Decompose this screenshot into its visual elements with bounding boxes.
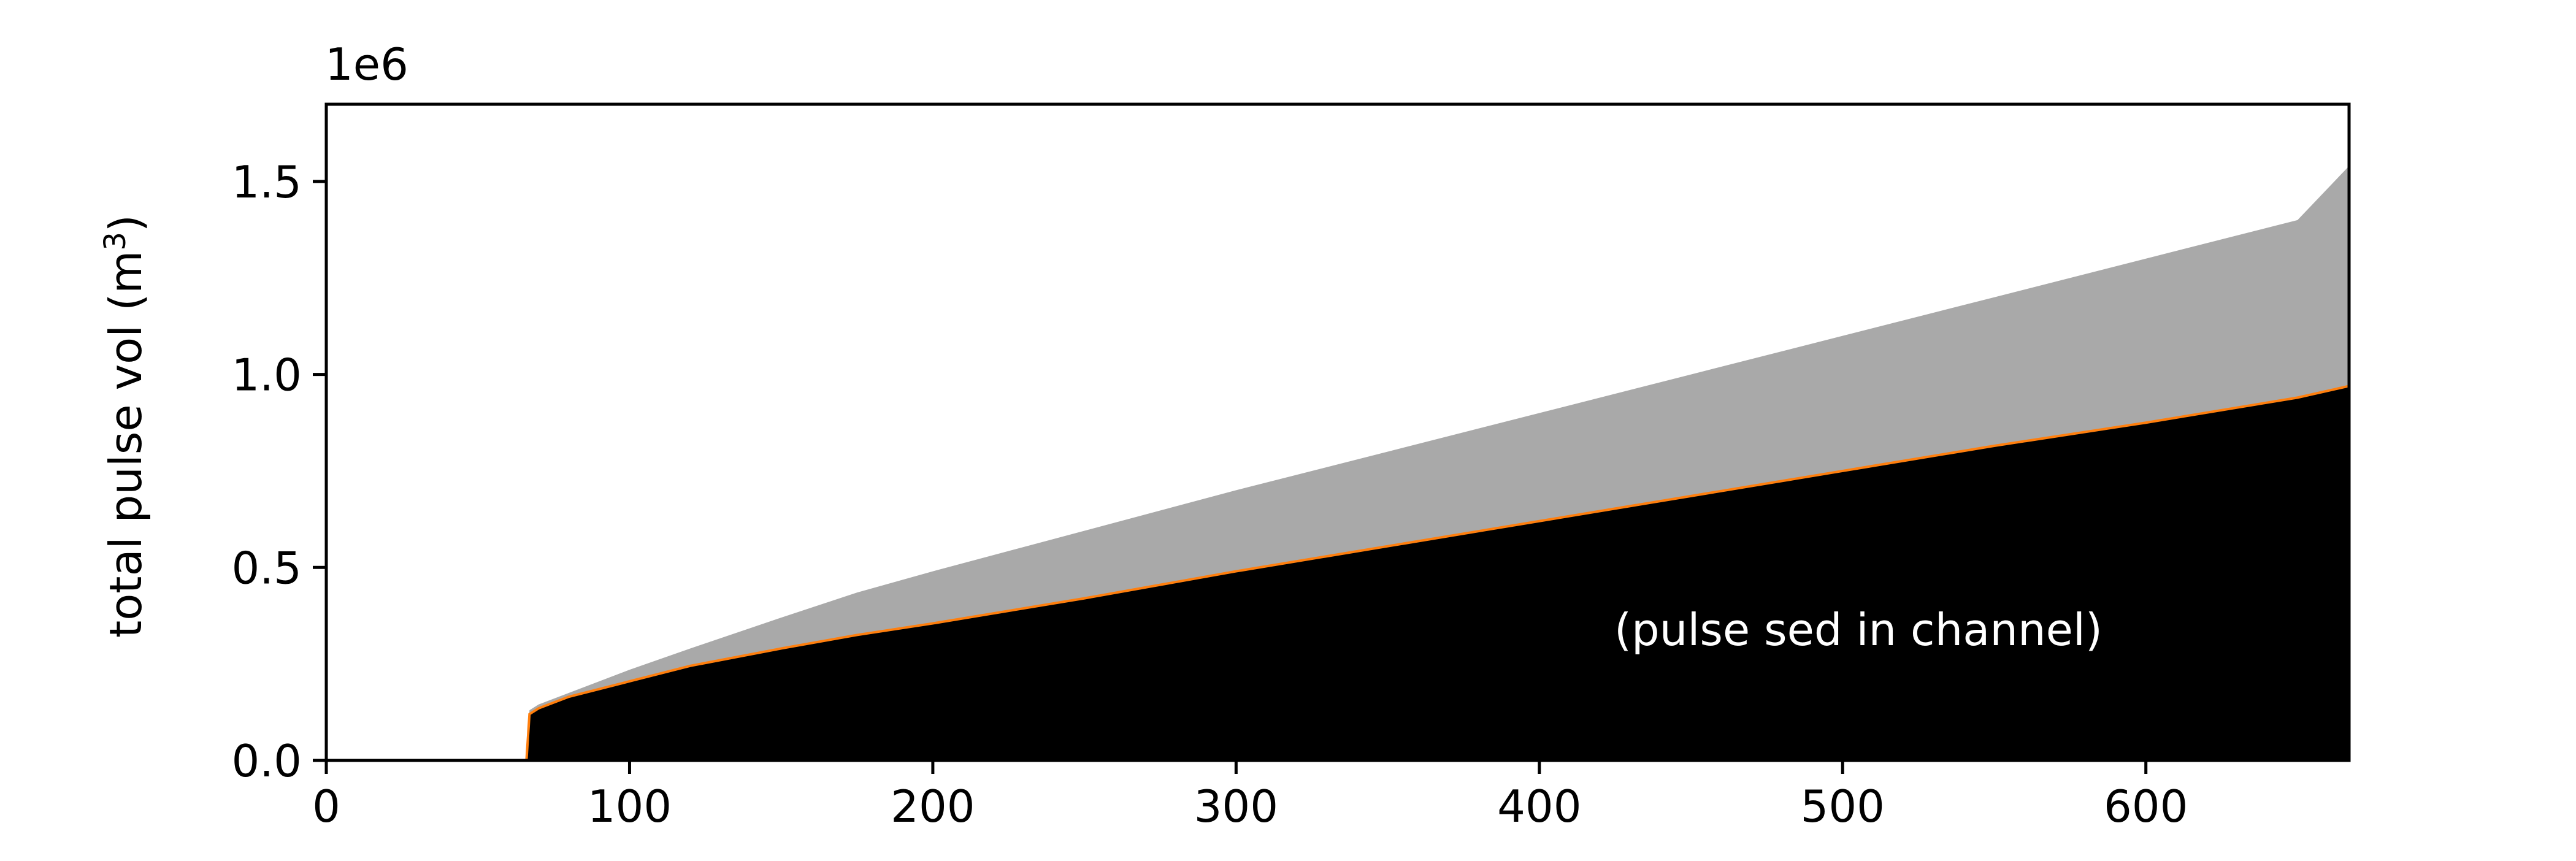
y-axis-label-superscript: 3 [98, 232, 132, 251]
y-axis-label-main: total pulse vol (m [100, 251, 151, 638]
x-tick-label: 300 [1194, 781, 1278, 832]
x-tick-label: 0 [312, 781, 340, 832]
series-area-channel [326, 386, 2349, 760]
chart-annotation: (pulse sed in channel) [1614, 604, 2103, 656]
y-tick-label: 0.5 [231, 542, 302, 594]
plot-area [326, 166, 2350, 762]
x-tick-label: 500 [1801, 781, 1885, 832]
series-line-channel-edge [525, 385, 2350, 761]
y-offset-label: 1e6 [325, 39, 408, 90]
y-tick-label: 1.0 [231, 350, 302, 401]
x-tick-label: 200 [891, 781, 975, 832]
y-tick-label: 1.5 [231, 156, 302, 208]
ticks: 0 100 200 300 400 500 600 0.0 0.5 1.0 1.5 [231, 156, 2188, 832]
y-tick-label: 0.0 [231, 735, 302, 787]
y-axis-label: total pulse vol (m3) [98, 215, 151, 638]
axes [324, 102, 2351, 762]
x-tick-label: 400 [1497, 781, 1581, 832]
y-axis-label-close: ) [100, 215, 151, 232]
x-tick-label: 600 [2104, 781, 2188, 832]
axes-frame [324, 102, 2351, 762]
x-tick-label: 100 [588, 781, 672, 832]
